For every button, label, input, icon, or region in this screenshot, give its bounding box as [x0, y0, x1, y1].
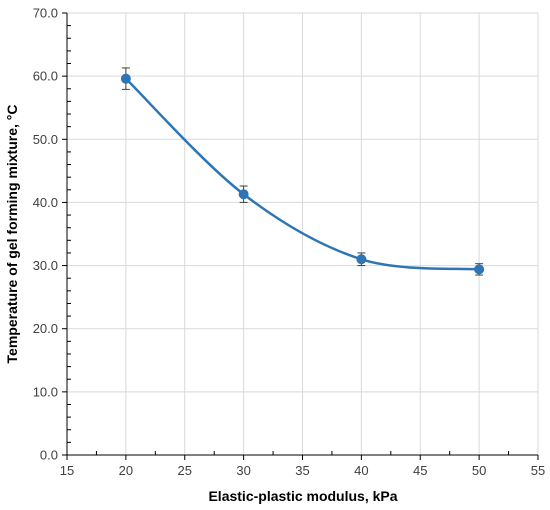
series [120, 67, 485, 276]
x-tick-label: 20 [119, 463, 133, 478]
y-axis-title: Temperature of gel forming mixture, °C [4, 105, 20, 364]
y-tick-label: 30.0 [33, 258, 58, 273]
axes [62, 12, 539, 460]
x-tick-label: 30 [236, 463, 250, 478]
data-point [356, 254, 367, 265]
x-tick-label: 25 [178, 463, 192, 478]
x-tick-label: 50 [472, 463, 486, 478]
gridlines [67, 12, 539, 455]
y-tick-label: 0.0 [40, 448, 58, 463]
y-tick-label: 20.0 [33, 321, 58, 336]
y-tick-label: 40.0 [33, 195, 58, 210]
x-tick-label: 45 [413, 463, 427, 478]
y-tick-label: 70.0 [33, 6, 58, 21]
data-point [474, 264, 485, 275]
x-axis-title: Elastic-plastic modulus, kPa [208, 488, 397, 504]
x-tick-label: 55 [531, 463, 545, 478]
data-point [238, 189, 249, 200]
y-tick-label: 10.0 [33, 384, 58, 399]
series-line [124, 77, 480, 271]
x-tick-label: 40 [354, 463, 368, 478]
tick-labels: 0.0 10.0 20.0 30.0 40.0 50.0 60.0 70.0 15 20 25 30 3… [33, 6, 546, 479]
data-point [120, 73, 131, 84]
y-tick-label: 50.0 [33, 132, 58, 147]
x-tick-label: 35 [295, 463, 309, 478]
y-tick-label: 60.0 [33, 69, 58, 84]
x-tick-label: 15 [60, 463, 74, 478]
